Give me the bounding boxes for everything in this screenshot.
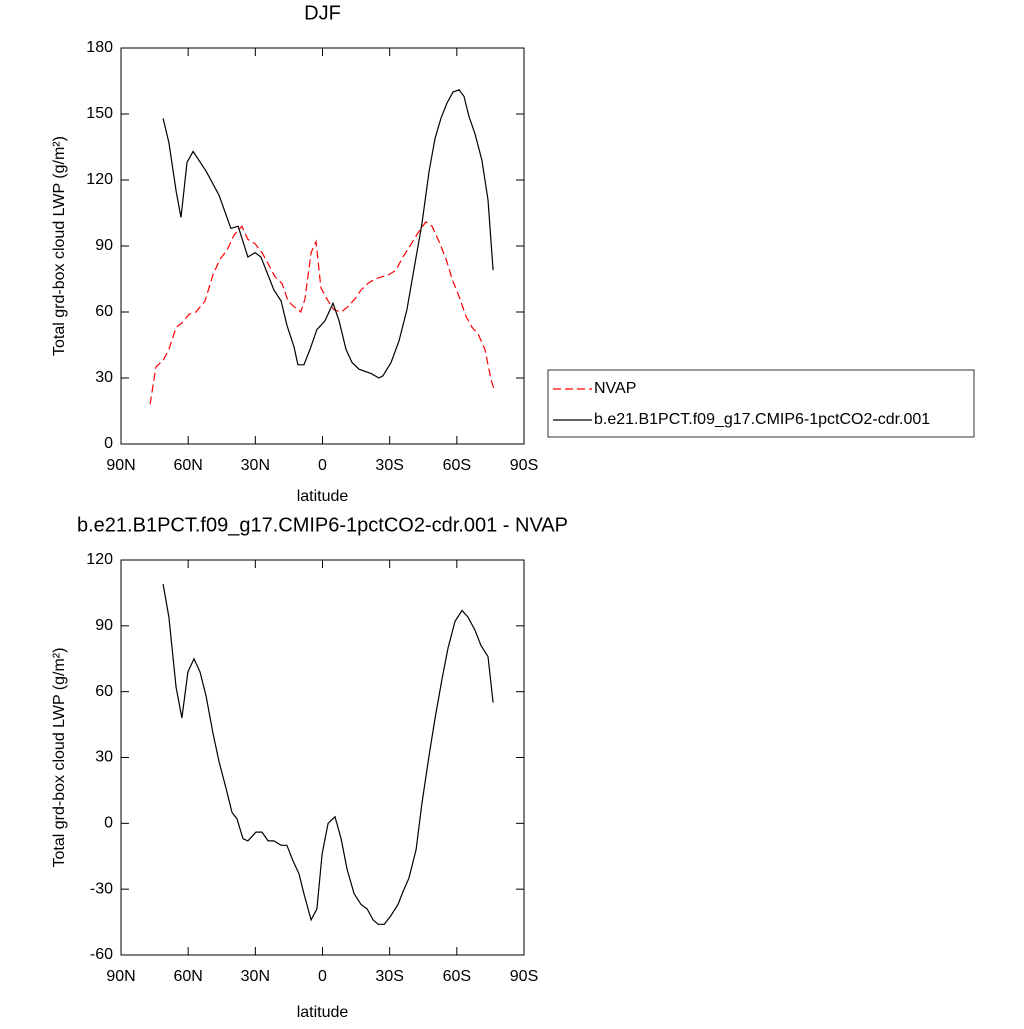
- legend-label: b.e21.B1PCT.f09_g17.CMIP6-1pctCO2-cdr.00…: [594, 411, 930, 428]
- legend-box: [547, 369, 975, 438]
- x-axis-label: latitude: [297, 488, 349, 505]
- x-tick-label: 90S: [510, 457, 538, 474]
- x-axis-label: latitude: [297, 1004, 349, 1021]
- legend-label: NVAP: [594, 380, 636, 397]
- y-tick-label: -60: [90, 946, 113, 963]
- y-tick-label: 30: [95, 749, 113, 766]
- y-tick-label: 0: [104, 815, 113, 832]
- y-tick-label: 90: [95, 237, 113, 254]
- y-tick-label: 150: [86, 105, 113, 122]
- x-tick-label: 90S: [510, 968, 538, 985]
- y-tick-label: 90: [95, 617, 113, 634]
- x-tick-label: 0: [318, 968, 327, 985]
- y-tick-label: 60: [95, 683, 113, 700]
- y-tick-label: 30: [95, 369, 113, 386]
- plot-frame: [120, 559, 525, 956]
- x-tick-label: 0: [318, 457, 327, 474]
- x-tick-label: 30N: [241, 457, 270, 474]
- x-tick-label: 60S: [443, 968, 471, 985]
- x-tick-label: 90N: [106, 968, 135, 985]
- plot-frame: [120, 47, 525, 445]
- x-tick-label: 60N: [173, 968, 202, 985]
- y-axis-label: Total grd-box cloud LWP (g/m²): [51, 648, 68, 868]
- y-tick-label: 180: [86, 39, 113, 56]
- x-tick-label: 30N: [241, 968, 270, 985]
- y-tick-label: 60: [95, 303, 113, 320]
- x-tick-label: 60N: [173, 457, 202, 474]
- data-line: [149, 220, 495, 405]
- data-line: [162, 583, 494, 925]
- x-tick-label: 90N: [106, 457, 135, 474]
- y-tick-label: 0: [104, 435, 113, 452]
- y-tick-label: -30: [90, 880, 113, 897]
- x-tick-label: 60S: [443, 457, 471, 474]
- y-tick-label: 120: [86, 551, 113, 568]
- x-tick-label: 30S: [375, 968, 403, 985]
- chart-title: b.e21.B1PCT.f09_g17.CMIP6-1pctCO2-cdr.00…: [77, 514, 568, 536]
- chart-title: DJF: [304, 2, 341, 24]
- y-axis-label: Total grd-box cloud LWP (g/m²): [51, 136, 68, 356]
- x-tick-label: 30S: [375, 457, 403, 474]
- data-line: [162, 89, 494, 379]
- y-tick-label: 120: [86, 171, 113, 188]
